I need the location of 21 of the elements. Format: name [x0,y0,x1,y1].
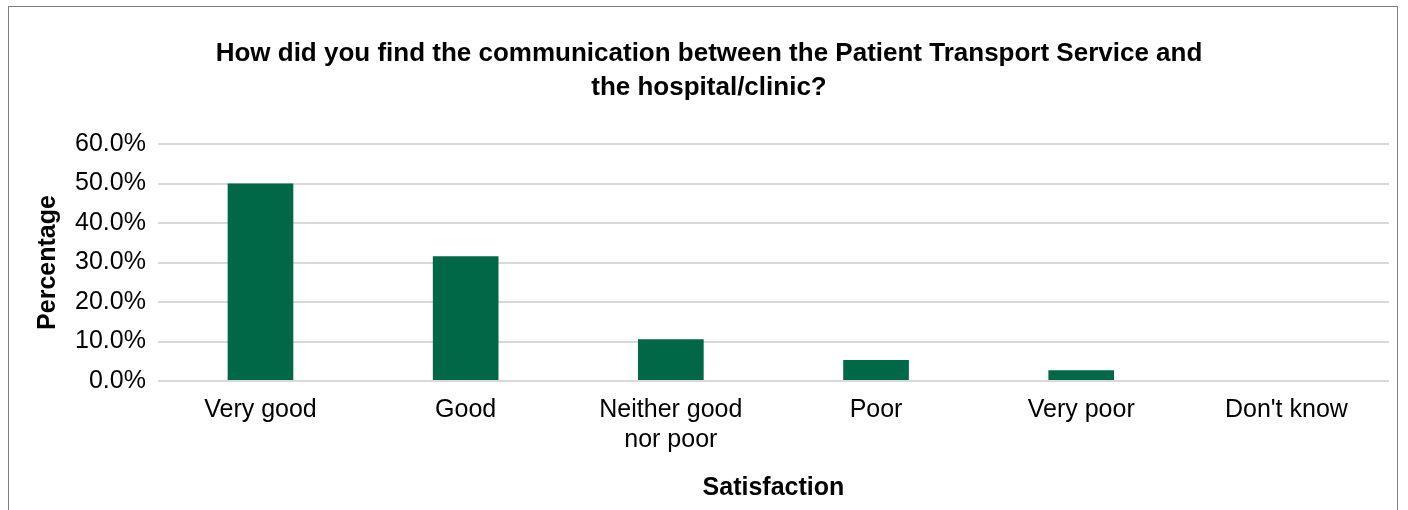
x-tick-label: Good [435,393,497,422]
y-tick-label: 50.0% [75,167,146,196]
bar [432,256,499,380]
x-tick-label: Don't know [1224,393,1349,422]
y-axis-title: Percentage [31,195,60,330]
y-tick-label: 30.0% [75,246,146,275]
y-tick-label: 40.0% [75,206,146,235]
x-tick-label: Very good [204,393,317,422]
bar [227,183,294,380]
y-tick-label: 20.0% [75,285,146,314]
y-tick-label: 10.0% [75,325,146,354]
bar [638,339,704,380]
y-tick-label: 0.0% [88,364,146,393]
bar [843,360,909,380]
x-tick-label: Very poor [1027,393,1135,422]
x-axis-title: Satisfaction [702,471,845,500]
x-tick-label: Neither good nor poor [599,393,743,452]
y-tick-label: 60.0% [75,127,146,156]
bar [1048,370,1115,380]
chart-title: How did you find the communication between the Patient Transport Service and the hospital/clinic? [214,36,1204,103]
x-tick-label: Poor [849,393,903,422]
